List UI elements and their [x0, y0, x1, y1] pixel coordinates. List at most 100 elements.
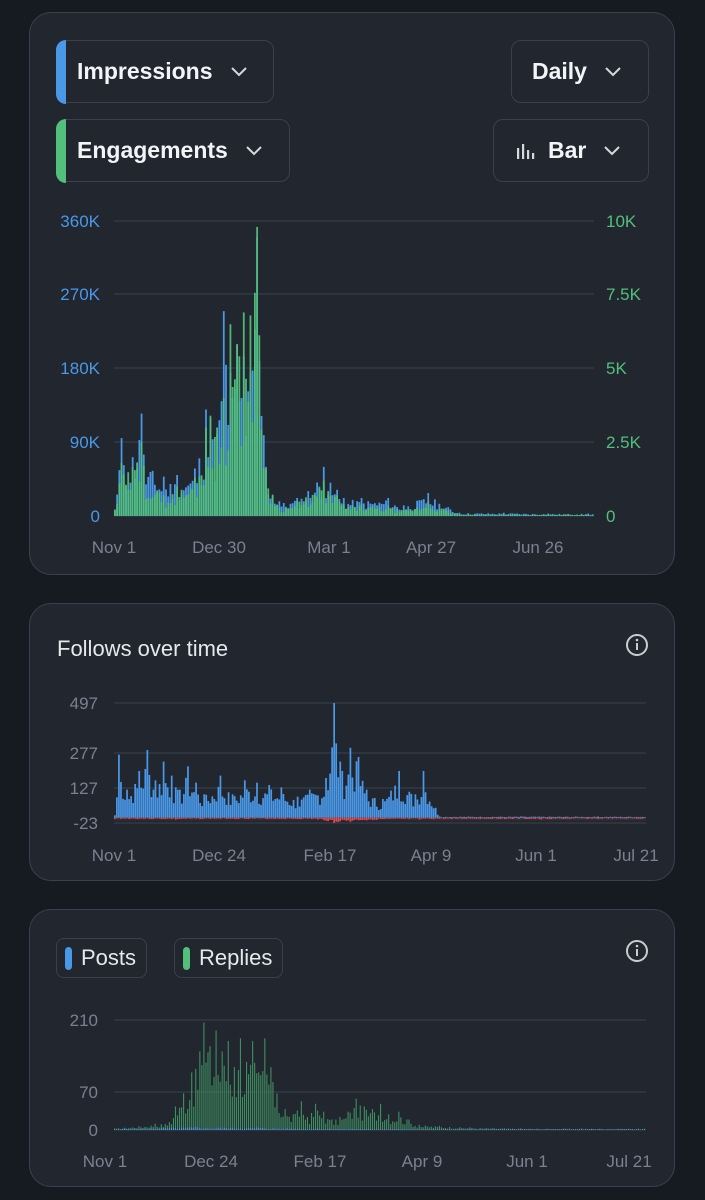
follows-bar — [333, 703, 336, 818]
posts-bar — [377, 1129, 380, 1130]
follows-bar — [292, 799, 295, 818]
replies-bar — [166, 1125, 168, 1130]
engagements-bar — [440, 508, 443, 516]
unfollows-bar — [511, 817, 514, 819]
engagements-bar — [378, 506, 381, 516]
replies-bar — [355, 1098, 357, 1130]
unfollows-bar — [536, 817, 539, 819]
unfollows-bar — [436, 817, 439, 819]
unfollows-bar — [345, 817, 348, 821]
engagements-bar — [331, 502, 334, 516]
posts-bar — [142, 1128, 144, 1130]
posts-bar — [442, 1129, 445, 1130]
posts-bar — [599, 1129, 601, 1130]
posts-bar — [396, 1129, 398, 1130]
engagements-bar — [209, 415, 212, 516]
info-icon[interactable] — [625, 633, 649, 657]
unfollows-bar — [335, 817, 338, 822]
posts-bar — [302, 1128, 304, 1130]
follows-bar — [442, 817, 445, 818]
unfollows-bar — [306, 817, 309, 819]
posts-bar — [237, 1128, 239, 1130]
replies-bar — [323, 1111, 325, 1130]
posts-bar — [164, 1128, 166, 1130]
engagements-bar — [294, 506, 296, 516]
unfollows-bar — [178, 817, 181, 819]
engagements-bar — [298, 501, 301, 516]
follows-bar — [520, 816, 522, 818]
follows-bar — [168, 797, 171, 818]
posts-bar — [591, 1129, 593, 1130]
follows-bar — [215, 801, 218, 818]
follows-bar — [424, 792, 427, 818]
posts-bar — [457, 1129, 459, 1130]
x-tick-label: Apr 9 — [411, 846, 452, 865]
unfollows-bar — [390, 817, 392, 819]
metric2-selector[interactable]: Engagements — [55, 118, 290, 183]
replies-bar — [359, 1105, 361, 1130]
replies-bar — [158, 1127, 160, 1130]
posts-chip[interactable]: Posts — [56, 938, 147, 978]
posts-bar — [199, 1128, 201, 1130]
unfollows-bar — [231, 817, 234, 819]
engagements-bar — [318, 487, 321, 516]
unfollows-bar — [235, 817, 238, 820]
posts-bar — [227, 1128, 229, 1130]
replies-bar — [207, 1052, 209, 1130]
replies-bar — [233, 1067, 235, 1130]
follows-bar — [430, 806, 433, 818]
replies-bar — [225, 1081, 227, 1130]
follows-bar — [641, 816, 644, 818]
follows-bar — [404, 803, 407, 818]
follows-bar — [623, 817, 626, 818]
follows-bar — [132, 802, 135, 818]
interval-selector[interactable]: Daily — [511, 40, 649, 103]
unfollows-bar — [128, 817, 130, 819]
unfollows-bar — [187, 817, 189, 819]
follows-bar — [465, 817, 468, 818]
engagements-bar — [545, 514, 547, 516]
posts-bar — [631, 1129, 633, 1130]
posts-color-indicator — [65, 946, 72, 970]
unfollows-bar — [278, 817, 281, 819]
info-icon[interactable] — [625, 939, 649, 963]
engagements-bar — [316, 497, 318, 516]
follows-bar — [284, 800, 287, 818]
unfollows-bar — [412, 817, 415, 819]
unfollows-bar — [402, 817, 405, 819]
unfollows-bar — [268, 817, 271, 819]
engagements-bar — [505, 515, 507, 516]
follows-bar — [388, 796, 390, 818]
follows-bar — [501, 816, 504, 818]
unfollows-bar — [203, 817, 206, 819]
unfollows-bar — [481, 817, 484, 819]
follows-bar — [524, 816, 526, 818]
engagements-bar — [374, 508, 376, 516]
follows-bar — [455, 816, 457, 818]
follows-bar — [635, 816, 638, 818]
follows-bar — [627, 816, 630, 818]
replies-bar — [412, 1126, 414, 1130]
chart-type-selector[interactable]: Bar — [493, 119, 649, 182]
engagements-bar — [529, 515, 532, 516]
unfollows-bar — [189, 817, 191, 819]
follows-bar — [605, 816, 608, 818]
unfollows-bar — [280, 817, 283, 819]
impressions-bar — [422, 499, 425, 516]
follows-bar — [245, 789, 248, 818]
posts-card: Posts Replies 210 70 0 Nov 1 Dec 24 Feb 17 Apr… — [29, 909, 675, 1187]
unfollows-bar — [213, 817, 216, 819]
posts-bar — [564, 1129, 566, 1130]
replies-chip[interactable]: Replies — [174, 938, 283, 978]
engagements-bar — [142, 465, 145, 516]
unfollows-bar — [258, 817, 260, 819]
follows-bar — [353, 791, 356, 818]
follows-bar — [308, 789, 311, 818]
metric1-selector[interactable]: Impressions — [55, 39, 274, 104]
engagements-bar — [400, 510, 403, 516]
engagements-bar — [165, 508, 167, 516]
unfollows-bar — [207, 817, 210, 819]
replies-bar — [369, 1113, 371, 1130]
replies-bar — [449, 1127, 451, 1130]
engagements-bar — [349, 509, 352, 516]
